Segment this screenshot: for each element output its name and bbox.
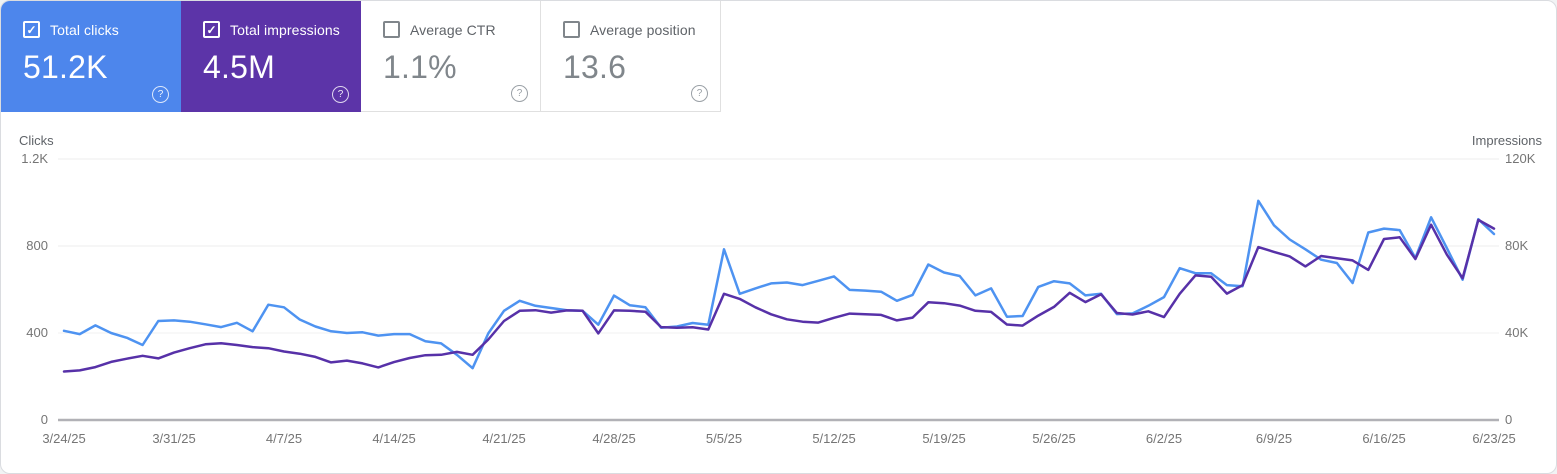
average-ctr-checkbox[interactable] bbox=[383, 21, 400, 38]
x-axis-label: 5/12/25 bbox=[812, 431, 856, 446]
help-icon[interactable]: ? bbox=[691, 85, 708, 102]
total-clicks-label: Total clicks bbox=[50, 21, 119, 38]
average-position-checkbox[interactable] bbox=[563, 21, 580, 38]
help-icon[interactable]: ? bbox=[511, 85, 528, 102]
average-position-label: Average position bbox=[590, 21, 696, 38]
impressions-line bbox=[62, 218, 1496, 373]
x-axis-label: 3/31/25 bbox=[152, 431, 196, 446]
right-axis-title: Impressions bbox=[1471, 133, 1542, 148]
x-axis-label: 6/9/25 bbox=[1255, 431, 1293, 446]
total-impressions-value: 4.5M bbox=[203, 49, 275, 85]
metric-cards: ✓ Total clicks 51.2K ? ✓ Total impressio… bbox=[1, 1, 721, 112]
total-clicks-checkbox[interactable]: ✓ bbox=[23, 21, 40, 38]
chart-plot-area[interactable] bbox=[1, 112, 1556, 473]
average-ctr-value: 1.1% bbox=[383, 49, 457, 85]
left-axis-tick: 400 bbox=[26, 325, 48, 340]
x-axis-label: 5/5/25 bbox=[705, 431, 743, 446]
help-icon[interactable]: ? bbox=[152, 86, 169, 103]
left-axis-tick: 0 bbox=[40, 412, 48, 427]
clicks-line bbox=[62, 199, 1496, 370]
card-average-ctr[interactable]: Average CTR 1.1% ? bbox=[361, 1, 541, 112]
x-axis-label: 3/24/25 bbox=[42, 431, 86, 446]
average-position-value: 13.6 bbox=[563, 49, 627, 85]
x-axis-label: 6/16/25 bbox=[1362, 431, 1406, 446]
right-axis-tick: 40K bbox=[1505, 325, 1529, 340]
help-icon[interactable]: ? bbox=[332, 86, 349, 103]
left-axis-tick: 800 bbox=[26, 238, 48, 253]
total-impressions-label: Total impressions bbox=[230, 21, 340, 38]
total-clicks-value: 51.2K bbox=[23, 49, 108, 85]
x-axis-label: 4/21/25 bbox=[482, 431, 526, 446]
x-axis-labels: 3/24/25 3/31/25 4/7/25 4/14/25 4/21/25 4/28/2… bbox=[1, 431, 1556, 447]
x-axis-label: 5/19/25 bbox=[922, 431, 966, 446]
right-axis-tick: 80K bbox=[1505, 238, 1529, 253]
total-impressions-checkbox[interactable]: ✓ bbox=[203, 21, 220, 38]
x-axis-label: 4/7/25 bbox=[265, 431, 303, 446]
x-axis-label: 6/23/25 bbox=[1472, 431, 1516, 446]
right-axis-tick: 0 bbox=[1505, 412, 1513, 427]
right-axis-tick: 120K bbox=[1505, 151, 1536, 166]
x-axis-label: 4/28/25 bbox=[592, 431, 636, 446]
x-axis-label: 5/26/25 bbox=[1032, 431, 1076, 446]
average-ctr-label: Average CTR bbox=[410, 21, 496, 38]
left-axis-tick: 1.2K bbox=[21, 151, 48, 166]
card-total-impressions[interactable]: ✓ Total impressions 4.5M ? bbox=[181, 1, 361, 112]
left-axis-title: Clicks bbox=[19, 133, 54, 148]
x-axis-label: 6/2/25 bbox=[1145, 431, 1183, 446]
card-total-clicks[interactable]: ✓ Total clicks 51.2K ? bbox=[1, 1, 181, 112]
card-average-position[interactable]: Average position 13.6 ? bbox=[541, 1, 721, 112]
performance-chart[interactable]: Clicks Impressions 1.2K 800 400 0 120K 8… bbox=[1, 112, 1556, 473]
x-axis-label: 4/14/25 bbox=[372, 431, 416, 446]
